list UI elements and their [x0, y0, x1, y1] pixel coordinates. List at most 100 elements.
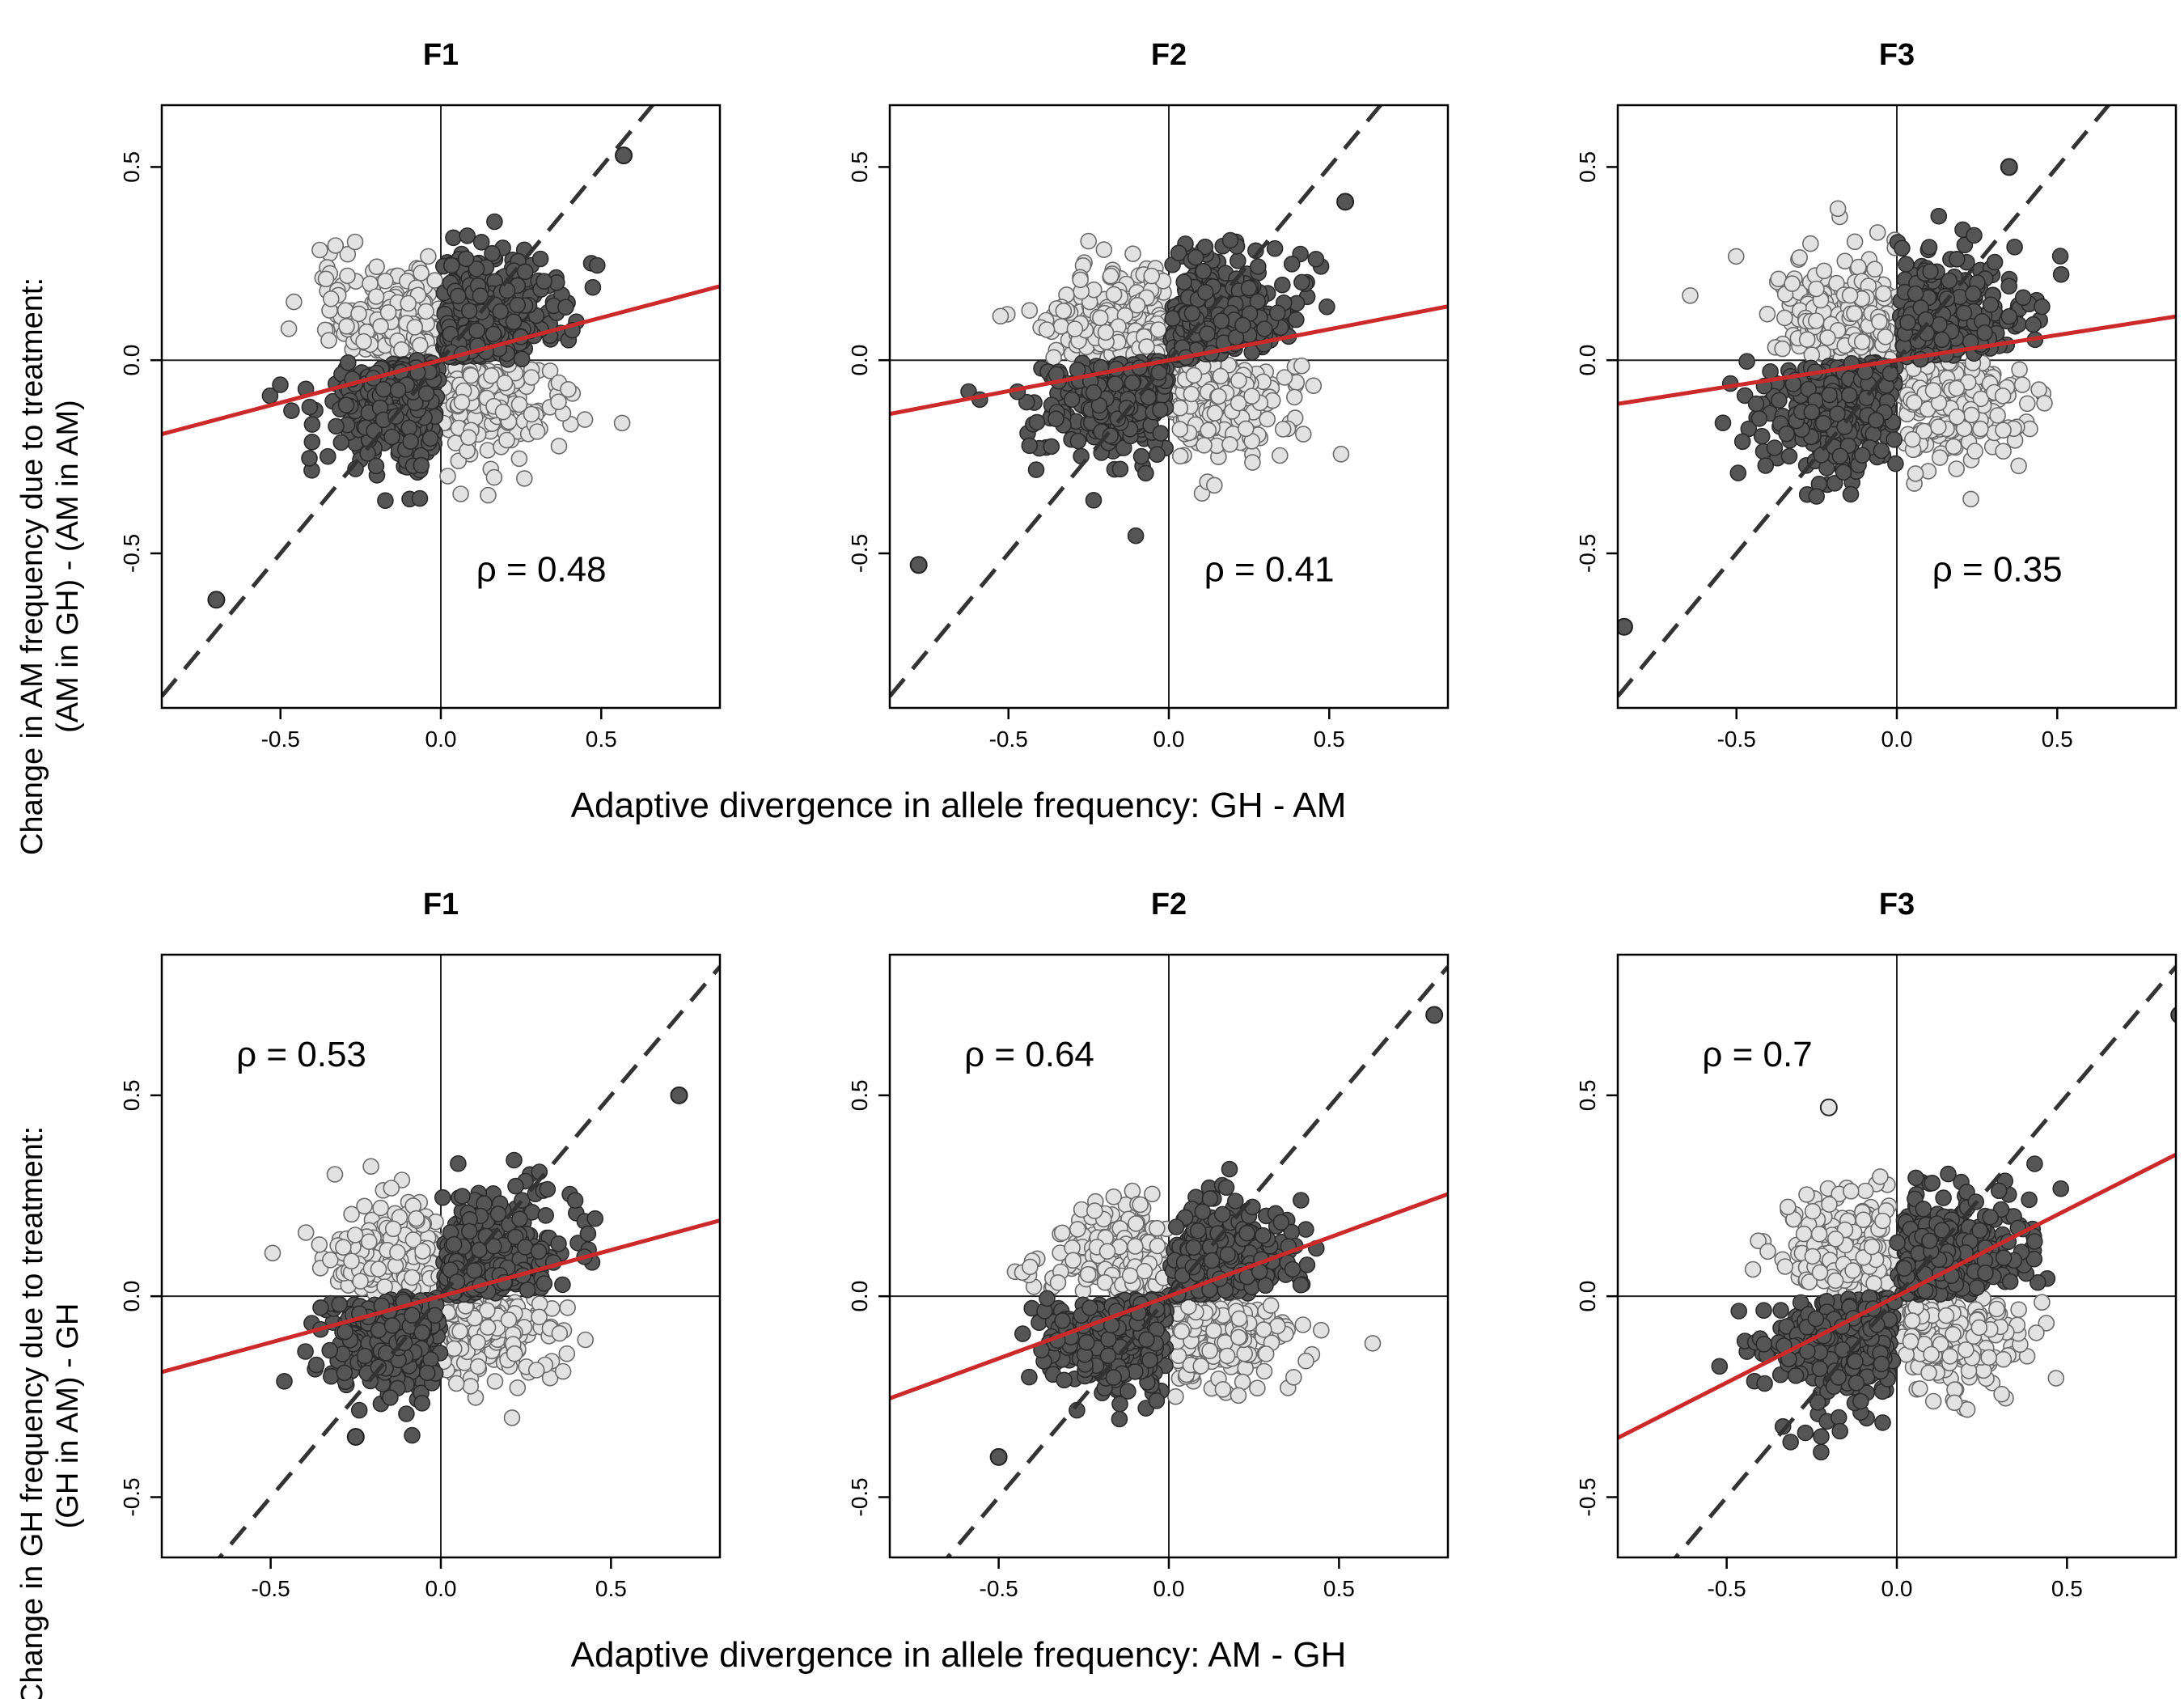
panel-4-concordant-point	[297, 1343, 314, 1360]
panel-2-discordant-point	[1295, 426, 1312, 443]
panel-4-discordant-point	[322, 1252, 339, 1269]
panel-2-discordant-point	[1171, 399, 1189, 417]
panel-2-discordant-point	[1102, 267, 1120, 285]
panel-4-discordant-point	[462, 1378, 480, 1395]
panel-4-discordant-point	[469, 1358, 487, 1375]
panel-2-concordant-point	[1274, 276, 1291, 294]
panel-1-concordant-point	[472, 287, 489, 304]
panel-4-discordant-point	[509, 1379, 527, 1396]
row-1-ylabel-line-1: Change in AM frequency due to treatment:	[15, 278, 49, 855]
panel-4-discordant-point	[408, 1210, 425, 1227]
panel-2-concordant-point	[1250, 258, 1267, 275]
panel-1-discordant-point	[280, 320, 298, 337]
panel-1-discordant-point	[576, 411, 594, 428]
panel-1-concordant-point	[301, 450, 318, 467]
panel-4-discordant-point	[372, 1199, 389, 1217]
panel-1-concordant-point	[505, 313, 523, 331]
panel-4-discordant-point	[503, 1409, 521, 1426]
panel-1-discordant-point	[379, 303, 397, 321]
panel-2-discordant-point	[1244, 454, 1261, 471]
panel-3-discordant-point	[1866, 261, 1883, 278]
panel-2-concordant-point	[1140, 388, 1158, 406]
panel-1-concordant-point	[588, 256, 606, 274]
panel-3-y-tick-label: 0.0	[1575, 345, 1600, 376]
panel-3-concordant-point	[1821, 386, 1838, 404]
panel-2-discordant-point	[1128, 296, 1146, 314]
panel-3-axes: -0.5-0.50.00.00.50.5	[1575, 151, 2073, 752]
panel-3-concordant-point	[1813, 447, 1831, 464]
panel-2-concordant-point	[1230, 252, 1246, 269]
panel-4-discordant-point	[389, 1244, 406, 1261]
panel-2-concordant-point	[1249, 293, 1267, 310]
panel-3-concordant-point	[1920, 239, 1938, 256]
panel-3-concordant-point	[1814, 414, 1832, 432]
panel-4-discordant-point	[469, 1333, 486, 1351]
panel-3-concordant-point	[1738, 353, 1755, 371]
panel-2-discordant-point	[1243, 388, 1260, 405]
panel-3-discordant-point	[1972, 420, 1989, 438]
panel-3-discordant-point	[1972, 390, 1990, 408]
panel-3-concordant-point	[1930, 207, 1948, 225]
panel-3-discordant-point	[1869, 224, 1886, 241]
panel-1-discordant-point	[510, 396, 528, 413]
panel-3-x-tick-label: 0.0	[1881, 727, 1913, 752]
panel-3-concordant-point	[1886, 430, 1903, 448]
panel-3-concordant-point	[1907, 285, 1924, 303]
panel-3-concordant-point	[2051, 248, 2069, 265]
panel-3-discordant-point	[1774, 340, 1791, 358]
panel-2-discordant-point	[992, 307, 1009, 325]
panel-1-outlier-point	[207, 591, 226, 609]
panel-2-concordant-point	[1170, 244, 1187, 262]
panel-1-discordant-point	[339, 245, 357, 263]
panel-1-discordant-point	[413, 265, 430, 282]
panel-1-discordant-point	[523, 405, 540, 423]
panel-3-concordant-point	[1894, 239, 1911, 257]
panel-3-concordant-point	[1854, 447, 1871, 464]
panel-1-regression-line	[162, 284, 720, 437]
panel-4-discordant-point	[414, 1243, 431, 1260]
panel-2-discordant-point	[1196, 436, 1213, 454]
panel-3-concordant-point	[1729, 464, 1747, 481]
panel-3-concordant-point	[1986, 253, 2004, 271]
panel-2-discordant-point	[1221, 435, 1238, 453]
panel-2-concordant-point	[1196, 283, 1214, 301]
panel-1-concordant-point	[411, 489, 429, 507]
panel-1-discordant-point	[311, 241, 328, 259]
panel-1-points	[207, 146, 633, 609]
panel-4-discordant-point	[531, 1308, 548, 1326]
panel-1-concordant-point	[485, 325, 502, 343]
panel-2-discordant-point	[1259, 410, 1276, 428]
panel-4-title: F1	[423, 888, 459, 922]
panel-1-concordant-point	[449, 287, 467, 305]
panel-2-discordant-point	[1293, 357, 1310, 375]
panel-1-concordant-point	[400, 419, 418, 437]
panel-4-discordant-point	[527, 1362, 545, 1379]
panel-2-discordant-point	[1238, 420, 1255, 438]
panel-3-concordant-point	[2034, 298, 2051, 316]
panel-2-concordant-point	[1213, 312, 1230, 329]
panel-2-concordant-point	[1266, 239, 1284, 257]
panel-3-discordant-point	[1949, 408, 1966, 426]
panel-3-concordant-point	[1831, 447, 1849, 465]
panel-1-concordant-point	[584, 278, 602, 296]
panel-2-discordant-point	[1038, 321, 1056, 338]
panel-1-discordant-point	[459, 429, 477, 447]
panel-1-discordant-point	[523, 369, 540, 386]
panel-2-concordant-point	[1152, 425, 1170, 442]
row-1-ylabel-line-2: (AM in GH) - (AM in AM)	[51, 400, 85, 733]
panel-2-concordant-point	[1048, 410, 1064, 428]
panel-3-concordant-point	[1780, 447, 1798, 465]
panel-4-discordant-point	[404, 1231, 422, 1248]
panel-1-concordant-point	[337, 396, 355, 414]
panel-1-discordant-point	[372, 317, 389, 335]
panel-3-concordant-point	[1982, 296, 2000, 313]
row-2-ylabel: Change in GH frequency due to treatment:…	[15, 1126, 85, 1699]
panel-1-concordant-point	[417, 384, 435, 402]
panel-1-discordant-point	[317, 270, 335, 288]
panel-1-discordant-point	[550, 393, 567, 411]
panel-2-discordant-point	[1045, 349, 1062, 366]
panel-3-discordant-point	[1841, 286, 1859, 304]
panel-2-discordant-point	[1124, 245, 1141, 263]
panel-1-concordant-point	[535, 273, 552, 290]
